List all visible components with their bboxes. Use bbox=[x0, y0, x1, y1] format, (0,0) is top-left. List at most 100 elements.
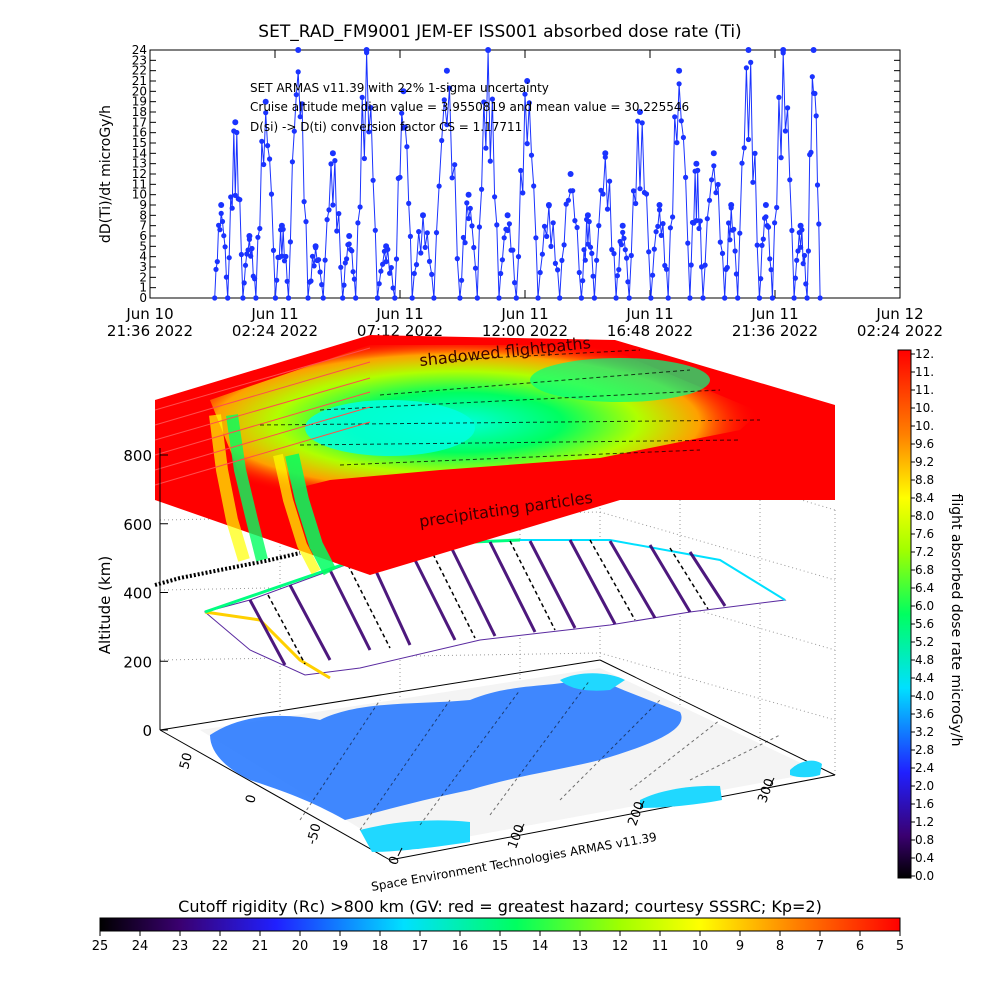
dose-colorbar-tick-label: 5.2 bbox=[915, 635, 934, 649]
data-point bbox=[635, 118, 641, 124]
data-point bbox=[479, 186, 485, 192]
data-point bbox=[259, 138, 265, 144]
data-point bbox=[436, 183, 442, 189]
rigidity-colorbar-tick-label: 15 bbox=[492, 939, 509, 954]
data-point bbox=[570, 188, 576, 194]
rigidity-colorbar-tick-label: 20 bbox=[292, 939, 309, 954]
data-point bbox=[655, 223, 661, 229]
data-point bbox=[759, 242, 765, 248]
data-point bbox=[255, 234, 261, 240]
data-point bbox=[646, 249, 652, 255]
data-point bbox=[340, 295, 346, 301]
data-point bbox=[628, 252, 634, 259]
data-point bbox=[785, 105, 791, 111]
data-point bbox=[812, 90, 818, 97]
data-point bbox=[295, 69, 301, 75]
data-point bbox=[639, 120, 645, 126]
data-point bbox=[522, 91, 528, 97]
data-point bbox=[782, 128, 789, 134]
data-point bbox=[526, 100, 532, 106]
data-point bbox=[544, 233, 550, 239]
data-point bbox=[399, 110, 405, 116]
peak-point bbox=[728, 202, 735, 208]
data-point bbox=[234, 129, 240, 136]
data-point bbox=[735, 295, 741, 301]
data-point bbox=[563, 201, 569, 207]
data-point bbox=[431, 295, 437, 301]
y-tick-label: 1 bbox=[139, 281, 147, 295]
data-point bbox=[582, 257, 588, 263]
y-tick-label: 18 bbox=[132, 105, 147, 119]
data-point bbox=[813, 113, 819, 119]
data-point bbox=[557, 295, 563, 301]
data-point bbox=[541, 223, 548, 229]
data-point bbox=[287, 239, 293, 245]
peak-point bbox=[346, 233, 353, 239]
y-tick-label: 3 bbox=[139, 260, 147, 274]
data-point bbox=[733, 271, 740, 277]
data-point bbox=[498, 270, 504, 277]
data-point bbox=[739, 160, 745, 166]
rigidity-colorbar-tick-label: 9 bbox=[736, 939, 744, 954]
data-point bbox=[322, 257, 328, 263]
data-point bbox=[622, 247, 628, 253]
data-point bbox=[801, 252, 808, 259]
peak-point bbox=[420, 212, 426, 219]
y-tick-label: 6 bbox=[139, 229, 147, 243]
data-point bbox=[283, 253, 289, 260]
y-tick-label: 5 bbox=[139, 239, 147, 253]
data-point bbox=[803, 281, 809, 287]
data-point bbox=[756, 295, 763, 301]
rigidity-colorbar-tick-label: 11 bbox=[652, 939, 669, 954]
data-point bbox=[284, 278, 290, 284]
data-point bbox=[349, 248, 355, 254]
data-point bbox=[357, 204, 363, 210]
rigidity-colorbar-ticks: 25 24 23 22 21 20 19 18 17 16 15 14 13 12 11 10 9 8 7 6 5 bbox=[92, 931, 904, 954]
dose-colorbar-tick-label: 0.0 bbox=[915, 869, 934, 883]
y-tick-label: 12 bbox=[132, 167, 147, 181]
data-point bbox=[700, 295, 706, 301]
peak-point bbox=[295, 47, 302, 53]
y-tick-label: 9 bbox=[139, 198, 147, 212]
dose-colorbar-tick-label: 7.2 bbox=[915, 545, 934, 559]
dose-colorbar-tick-label: 3.6 bbox=[915, 707, 934, 721]
data-point bbox=[499, 257, 505, 263]
peak-point bbox=[524, 78, 531, 84]
altitude-tick-label: 800 bbox=[123, 447, 152, 465]
data-point bbox=[665, 295, 671, 301]
data-point bbox=[429, 271, 435, 277]
data-point bbox=[416, 229, 422, 235]
data-point bbox=[651, 246, 657, 252]
data-point bbox=[630, 188, 637, 194]
data-point bbox=[794, 257, 800, 263]
data-point bbox=[279, 253, 285, 259]
data-point bbox=[390, 285, 396, 291]
data-point bbox=[580, 278, 586, 284]
data-point bbox=[704, 216, 710, 222]
data-point bbox=[518, 167, 524, 174]
data-point bbox=[441, 97, 447, 103]
dose-rate-line-chart: 0123456789101112131415161718192021222324… bbox=[98, 43, 943, 340]
data-point bbox=[336, 211, 342, 217]
latitude-axis: 50 0 -50 bbox=[177, 751, 324, 846]
data-point bbox=[467, 205, 473, 211]
data-point bbox=[222, 244, 228, 250]
dose-colorbar-tick-label: 6.0 bbox=[915, 599, 934, 613]
y-tick-label: 10 bbox=[132, 188, 147, 202]
data-point bbox=[474, 295, 480, 301]
data-point bbox=[633, 200, 639, 207]
dose-colorbar-tick-label: 8.0 bbox=[915, 509, 934, 523]
dose-colorbar-tick-label: 9.6 bbox=[915, 437, 934, 451]
x-tick-label-time: 02:24 2022 bbox=[857, 322, 943, 340]
data-point bbox=[702, 262, 708, 268]
data-point bbox=[670, 214, 676, 220]
data-point bbox=[643, 191, 650, 197]
data-point bbox=[350, 269, 356, 275]
data-point bbox=[618, 242, 625, 248]
data-point bbox=[760, 236, 766, 242]
altitude-axis: 0 200 400 600 800 bbox=[123, 447, 168, 740]
data-point bbox=[424, 230, 430, 236]
data-point bbox=[355, 220, 361, 226]
data-point bbox=[476, 224, 482, 230]
data-point bbox=[285, 295, 292, 301]
